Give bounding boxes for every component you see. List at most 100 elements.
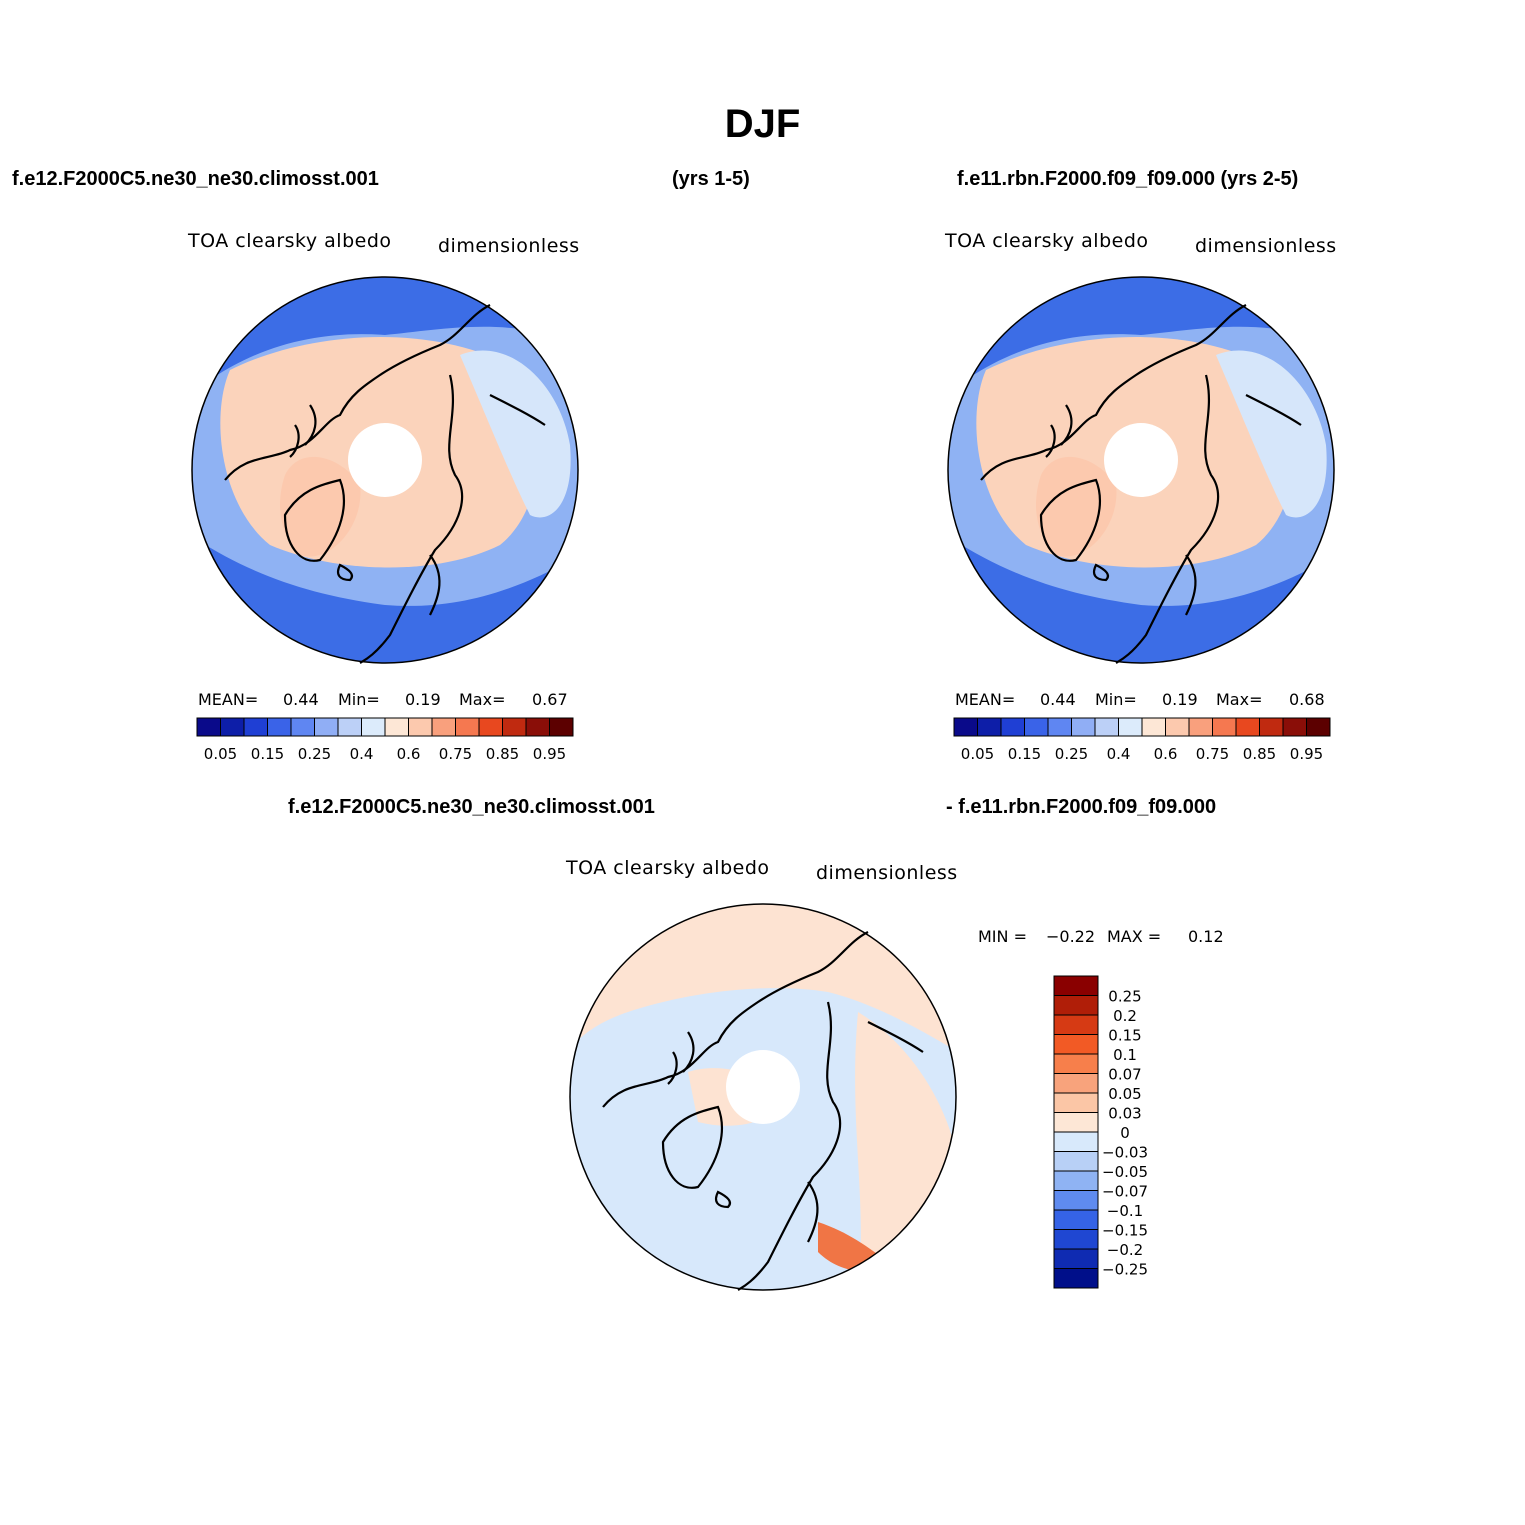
albedo-colorbar-swatch: [1235, 717, 1260, 737]
panel2-min-label: Min=: [1095, 690, 1137, 709]
diff-colorbar-swatch: [1053, 1151, 1099, 1172]
albedo-colorbar-tick-label: 0.75: [1196, 745, 1229, 763]
atlantic-ocean-band: [948, 535, 1334, 663]
diff-colorbar-tick-label: 0.07: [1108, 1066, 1141, 1084]
albedo-colorbar-tick-label: 0.15: [1008, 745, 1041, 763]
albedo-colorbar-tick-label: 0.85: [1243, 745, 1276, 763]
albedo-colorbar-tick-label: 0.25: [1055, 745, 1088, 763]
diff-colorbar-swatch: [1053, 1268, 1099, 1289]
map-case1: [191, 276, 579, 664]
diff-colorbar-tick-label: 0.03: [1108, 1105, 1141, 1123]
panel1-variable: TOA clearsky albedo: [188, 230, 392, 252]
map-difference: [569, 903, 957, 1291]
diff-colorbar-tick-label: 0: [1120, 1124, 1130, 1142]
panel2-units: dimensionless: [1195, 235, 1337, 257]
pole-hole: [348, 423, 422, 497]
albedo-colorbar-swatch: [455, 717, 480, 737]
panel2-mean-label: MEAN=: [955, 690, 1016, 709]
pacific-ocean-band: [192, 277, 578, 395]
albedo-colorbar-tick-label: 0.85: [486, 745, 519, 763]
albedo-colorbar-swatch: [267, 717, 292, 737]
panel1-mean-label: MEAN=: [198, 690, 259, 709]
diff-colorbar-swatch: [1053, 1190, 1099, 1211]
diff-colorbar-swatch: [1053, 1053, 1099, 1074]
diff-colorbar-tick-label: 0.15: [1108, 1027, 1141, 1045]
albedo-colorbar-swatch: [361, 717, 386, 737]
albedo-colorbar-swatch: [408, 717, 433, 737]
panel2-mean: 0.44: [1040, 690, 1076, 709]
panel1-units: dimensionless: [438, 235, 580, 257]
panel2-variable: TOA clearsky albedo: [945, 230, 1149, 252]
albedo-colorbar-tick-label: 0.75: [439, 745, 472, 763]
figure-title: DJF: [724, 102, 801, 146]
albedo-colorbar-swatch: [1188, 717, 1213, 737]
albedo-colorbar-swatch: [1282, 717, 1307, 737]
map-border: [569, 903, 957, 1291]
albedo-colorbar-tick-label: 0.15: [251, 745, 284, 763]
case1-years: (yrs 1-5): [672, 168, 750, 190]
albedo-colorbar-swatch: [1047, 717, 1072, 737]
diff-colorbar-swatch: [1053, 1073, 1099, 1094]
albedo-colorbar-swatch: [243, 717, 268, 737]
colorbar-case1: 0.05 0.15 0.25 0.4 0.6 0.75 0.85 0.95: [196, 717, 574, 763]
diff-colorbar-tick-label: −0.1: [1107, 1202, 1143, 1220]
diff-header-case2: - f.e11.rbn.F2000.f09_f09.000: [946, 796, 1217, 818]
diff-colorbar-tick-label: −0.2: [1107, 1241, 1143, 1259]
diff-colorbar-swatch: [1053, 1092, 1099, 1113]
diff-colorbar-tick-label: −0.15: [1102, 1222, 1148, 1240]
map-case2: [947, 276, 1335, 664]
albedo-colorbar-tick-label: 0.4: [1107, 745, 1131, 763]
albedo-colorbar-swatch: [1000, 717, 1025, 737]
albedo-colorbar-swatch: [431, 717, 456, 737]
albedo-colorbar-tick-label: 0.05: [961, 745, 994, 763]
pacific-ocean-band: [948, 277, 1334, 395]
diff-colorbar-tick-label: 0.2: [1113, 1007, 1137, 1025]
diff-colorbar-swatch: [1053, 1014, 1099, 1035]
albedo-colorbar-swatch: [1165, 717, 1190, 737]
diff-min-label: MIN =: [978, 927, 1027, 946]
panel3-units: dimensionless: [816, 862, 958, 884]
pole-hole: [726, 1050, 800, 1124]
panel2-max-label: Max=: [1216, 690, 1263, 709]
panel1-max-label: Max=: [459, 690, 506, 709]
case1-header: f.e12.F2000C5.ne30_ne30.climosst.001: [12, 168, 379, 190]
albedo-colorbar-swatch: [1306, 717, 1331, 737]
albedo-colorbar-swatch: [1212, 717, 1237, 737]
albedo-colorbar-swatch: [977, 717, 1002, 737]
albedo-colorbar-tick-label: 0.25: [298, 745, 331, 763]
diff-max-label: MAX =: [1107, 927, 1162, 946]
diff-colorbar-tick-label: 0.25: [1108, 988, 1141, 1006]
albedo-colorbar-swatch: [478, 717, 503, 737]
panel1-mean: 0.44: [283, 690, 319, 709]
albedo-colorbar-swatch: [953, 717, 978, 737]
diff-colorbar-swatch: [1053, 1209, 1099, 1230]
diff-colorbar-tick-label: 0.1: [1113, 1046, 1137, 1064]
map-border: [191, 276, 579, 664]
pole-hole: [1104, 423, 1178, 497]
diff-header-case1: f.e12.F2000C5.ne30_ne30.climosst.001: [288, 796, 655, 818]
diff-colorbar-swatch: [1053, 975, 1099, 996]
albedo-colorbar-tick-label: 0.4: [350, 745, 374, 763]
panel1-max: 0.67: [532, 690, 568, 709]
albedo-colorbar-swatch: [1259, 717, 1284, 737]
colorbar-case2: 0.05 0.15 0.25 0.4 0.6 0.75 0.85 0.95: [953, 717, 1331, 763]
eurasia-pale-region: [460, 350, 571, 518]
diff-colorbar-tick-label: 0.05: [1108, 1085, 1141, 1103]
atlantic-ocean-band: [192, 535, 578, 663]
diff-colorbar-tick-label: −0.05: [1102, 1163, 1148, 1181]
albedo-colorbar-tick-label: 0.6: [397, 745, 421, 763]
albedo-colorbar-tick-label: 0.05: [204, 745, 237, 763]
albedo-colorbar-swatch: [525, 717, 550, 737]
colorbar-difference: 0.250.2 0.150.1 0.070.05 0.030 −0.03−0.05 −0.…: [1053, 975, 1148, 1289]
albedo-colorbar-swatch: [290, 717, 315, 737]
coastlines: [980, 304, 1302, 664]
albedo-colorbar-swatch: [502, 717, 527, 737]
albedo-colorbar-tick-label: 0.95: [1290, 745, 1323, 763]
panel3-variable: TOA clearsky albedo: [566, 857, 770, 879]
panel2-min: 0.19: [1162, 690, 1198, 709]
diff-colorbar-tick-label: −0.07: [1102, 1183, 1148, 1201]
albedo-colorbar-swatch: [1094, 717, 1119, 737]
albedo-colorbar-swatch: [384, 717, 409, 737]
diff-colorbar-swatch: [1053, 1170, 1099, 1191]
map-border: [947, 276, 1335, 664]
